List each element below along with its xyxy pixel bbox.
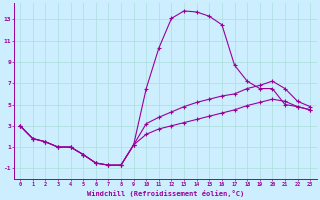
X-axis label: Windchill (Refroidissement éolien,°C): Windchill (Refroidissement éolien,°C) (86, 190, 244, 197)
